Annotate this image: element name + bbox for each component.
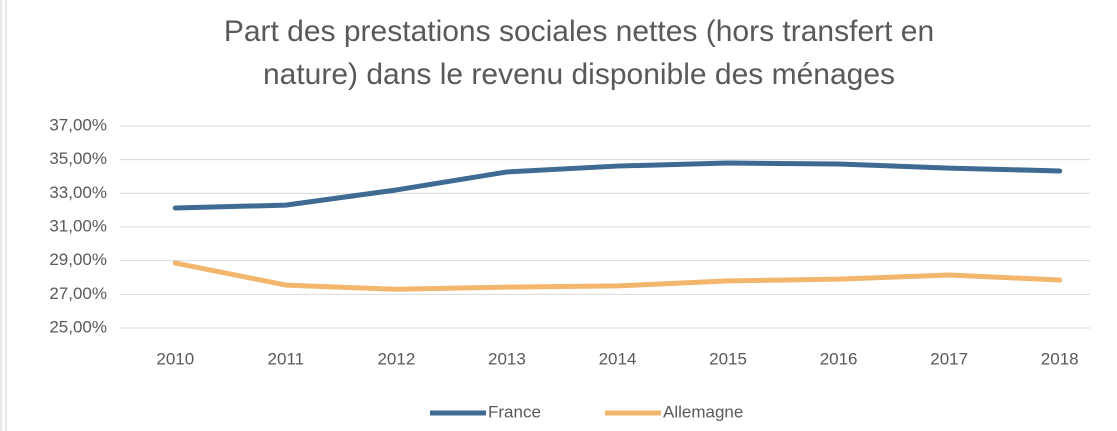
x-tick-label: 2010 — [156, 349, 194, 368]
x-tick-label: 2011 — [268, 349, 305, 368]
legend-label: Allemagne — [663, 402, 743, 421]
chart-title: nature) dans le revenu disponible des mé… — [263, 58, 895, 91]
line-series — [172, 160, 1063, 211]
y-tick-label: 25,00% — [49, 317, 107, 336]
x-tick-label: 2018 — [1041, 349, 1079, 368]
y-tick-label: 33,00% — [49, 183, 107, 202]
x-tick-label: 2017 — [930, 349, 968, 368]
x-tick-label: 2015 — [709, 349, 747, 368]
chart-title: Part des prestations sociales nettes (ho… — [224, 15, 934, 48]
x-tick-label: 2013 — [488, 349, 526, 368]
y-tick-label: 29,00% — [49, 250, 107, 269]
y-tick-label: 37,00% — [49, 115, 107, 134]
y-tick-label: 31,00% — [49, 216, 107, 235]
x-tick-label: 2014 — [599, 349, 637, 368]
legend-label: France — [488, 402, 541, 421]
y-tick-label: 27,00% — [49, 284, 107, 303]
y-tick-label: 35,00% — [49, 149, 107, 168]
line-series — [172, 260, 1063, 292]
x-tick-label: 2012 — [377, 349, 415, 368]
x-tick-label: 2016 — [820, 349, 858, 368]
